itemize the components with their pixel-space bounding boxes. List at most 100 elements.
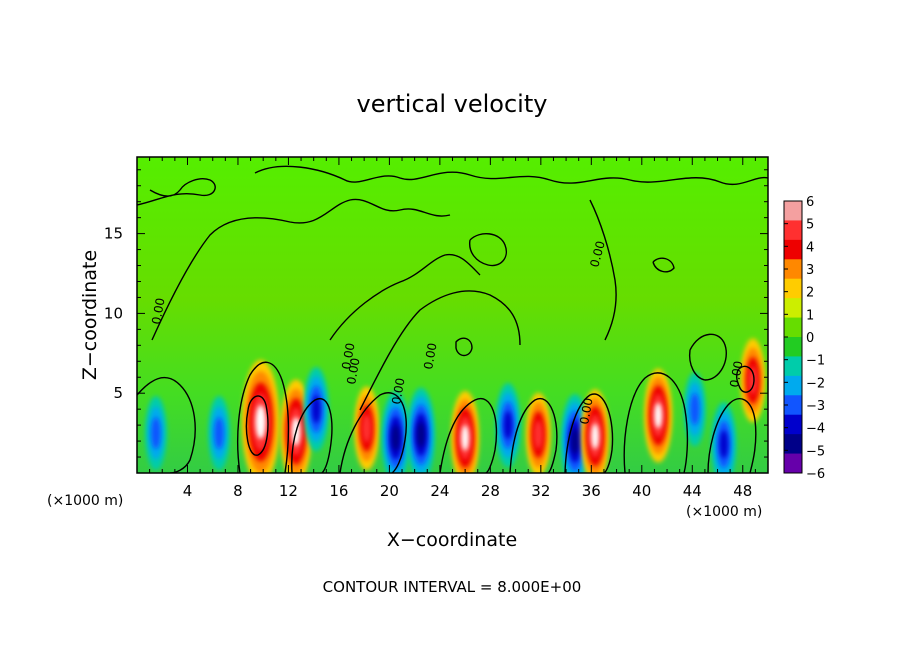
colorbar-label: 4	[806, 240, 814, 255]
x-tick-label: 48	[733, 482, 752, 500]
contour-label: 0.00	[389, 377, 407, 406]
colorbar-swatch	[784, 220, 802, 241]
velocity-level	[151, 417, 161, 449]
contour-line	[291, 397, 333, 473]
colorbar-swatch	[784, 278, 802, 299]
updraft-cell	[354, 386, 380, 471]
contour-line	[469, 233, 507, 267]
x-tick-label: 24	[430, 482, 449, 500]
contour-label: 0.00	[339, 342, 357, 371]
velocity-level	[591, 423, 599, 450]
updraft-cell	[644, 368, 673, 463]
y-tick-label: 5	[113, 384, 123, 402]
x-axis-label: X−coordinate	[387, 529, 517, 551]
colorbar-labels: 6 5 4 3 2 1 0 −1 −2 −3 −4 −5 −6	[806, 195, 825, 482]
downdraft-cell	[495, 383, 521, 468]
chart-title: vertical velocity	[357, 90, 548, 118]
downdraft-cell	[560, 394, 589, 473]
updraft-cell	[525, 392, 551, 473]
x-tick-label: 44	[683, 482, 702, 500]
colorbar-label: −2	[806, 376, 825, 391]
contour-interval-note: CONTOUR INTERVAL = 8.000E+00	[323, 578, 582, 596]
contour-line	[623, 372, 689, 473]
contour-line	[589, 199, 617, 341]
colorbar-label: 5	[806, 218, 814, 233]
contour-label: 0.00	[344, 357, 362, 386]
colorbar-label: 0	[806, 331, 814, 346]
colorbar-swatch	[784, 356, 802, 377]
colorbar-swatch	[784, 375, 802, 396]
colorbar-swatch	[784, 239, 802, 260]
contour-label: 0.00	[421, 342, 439, 371]
colorbar-swatch	[784, 453, 802, 474]
x-tick-label: 28	[481, 482, 500, 500]
colorbar-swatch	[784, 414, 802, 435]
colorbar-swatch	[784, 337, 802, 357]
contour-line	[564, 393, 614, 473]
axis-ticks	[137, 157, 768, 473]
x-tick-label: 4	[183, 482, 193, 500]
contour-line	[455, 337, 473, 357]
contour-label: 0.00	[577, 397, 595, 426]
velocity-level	[255, 405, 266, 439]
downdraft-cell	[208, 396, 230, 471]
updraft-cell	[451, 390, 480, 473]
y-axis-label: Z−coordinate	[79, 250, 101, 380]
y-tick-label: 15	[104, 225, 123, 243]
contour-line	[329, 253, 481, 341]
colorbar-swatch	[784, 317, 802, 338]
colorbar-label: 2	[806, 286, 814, 301]
colorbar-label: 6	[806, 195, 814, 210]
contour-line	[137, 178, 216, 206]
contour-label: 0.00	[727, 360, 745, 389]
x-tick-labels: 4 8 12 16 20 24 28 32 36 40 44 48	[183, 482, 753, 500]
contour-line	[359, 290, 521, 411]
downdraft-cell	[684, 372, 706, 447]
velocity-level	[690, 393, 700, 426]
x-tick-label: 16	[329, 482, 348, 500]
contour-line	[707, 398, 757, 473]
x-tick-label: 8	[233, 482, 243, 500]
colorbar-label: −4	[806, 422, 825, 437]
contour-line	[151, 198, 451, 341]
contour-line	[137, 376, 196, 473]
colorbar-label: −1	[806, 354, 825, 369]
contour-line	[735, 365, 755, 393]
velocity-level	[654, 402, 663, 429]
velocity-level	[214, 417, 224, 449]
contour-label: 0.00	[149, 297, 167, 326]
y-tick-label: 10	[104, 304, 123, 322]
zero-contours	[137, 165, 768, 473]
x-unit-left: (×1000 m)	[47, 493, 123, 509]
x-unit-right: (×1000 m)	[686, 504, 762, 520]
updraft-cell	[581, 389, 610, 473]
colorbar-label: −6	[806, 467, 825, 482]
colorbar-label: −5	[806, 444, 825, 459]
downdraft-cell	[406, 387, 435, 473]
contour-line	[652, 257, 675, 273]
colorbar-label: −3	[806, 399, 825, 414]
velocity-level	[312, 395, 321, 424]
velocity-level	[719, 430, 728, 459]
contour-line	[245, 395, 269, 456]
contour-line	[254, 165, 768, 186]
x-tick-label: 20	[380, 482, 399, 500]
colorbar-swatch	[784, 395, 802, 416]
contour-label: 0.00	[587, 239, 607, 268]
contour-labels: 0.000.00 0.000.000.000.000.000.00	[149, 239, 745, 425]
velocity-level	[748, 366, 757, 395]
colorbar-swatch	[784, 259, 802, 280]
contour-line	[688, 333, 727, 381]
velocity-level	[391, 425, 400, 451]
velocity-level	[534, 420, 543, 449]
x-tick-label: 36	[582, 482, 601, 500]
velocity-level	[417, 421, 425, 448]
y-tick-labels: 5 10 15	[104, 225, 123, 403]
colorbar-label: 1	[806, 308, 814, 323]
colorbar	[783, 200, 803, 474]
contour-line	[509, 397, 558, 473]
downdraft-cell	[303, 367, 329, 452]
colorbar-swatch	[784, 298, 802, 319]
downdraft-cell	[711, 402, 737, 473]
colorbar-swatch	[784, 201, 802, 221]
